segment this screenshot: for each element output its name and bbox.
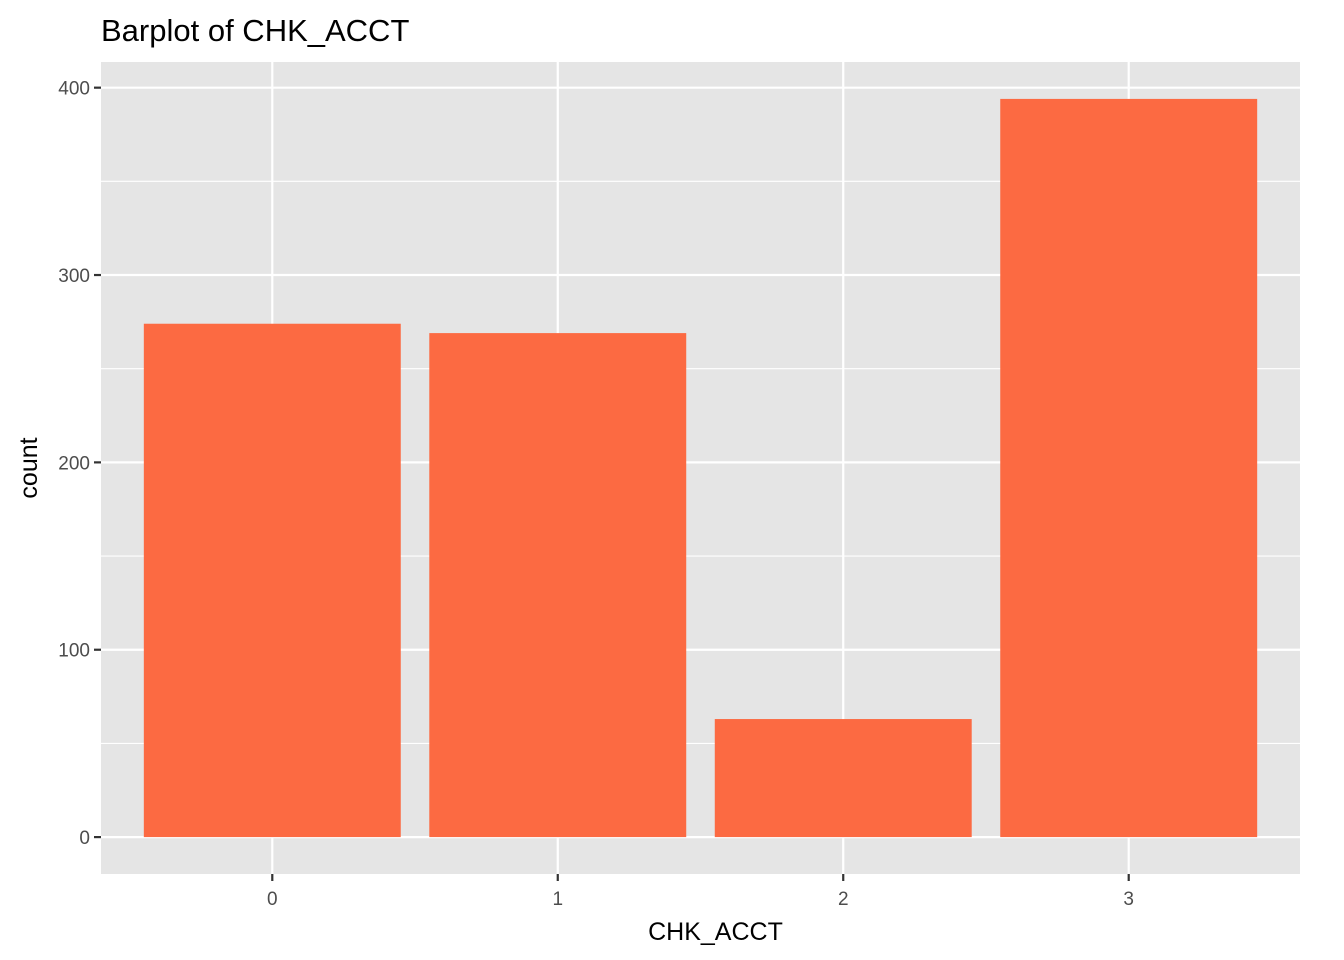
y-axis-title: count (15, 437, 43, 498)
chart-title: Barplot of CHK_ACCT (101, 13, 409, 48)
bar-2 (714, 719, 972, 838)
y-tick-label: 300 (58, 266, 90, 287)
x-tick-label: 3 (1123, 889, 1134, 910)
y-axis: 0 100 200 300 400 (58, 79, 101, 849)
y-tick-label: 100 (58, 641, 90, 662)
y-tick-label: 200 (58, 453, 90, 474)
x-tick-label: 1 (552, 889, 563, 910)
x-tick-label: 2 (838, 889, 849, 910)
x-axis-title: CHK_ACCT (648, 918, 783, 946)
y-tick-label: 0 (79, 828, 90, 849)
bars (143, 98, 1258, 838)
bar-3 (1000, 98, 1258, 838)
y-tick-label: 400 (58, 79, 90, 100)
bar-1 (429, 333, 687, 838)
x-tick-label: 0 (267, 889, 278, 910)
bar-0 (143, 323, 401, 838)
x-axis: 0 1 2 3 (267, 874, 1134, 910)
